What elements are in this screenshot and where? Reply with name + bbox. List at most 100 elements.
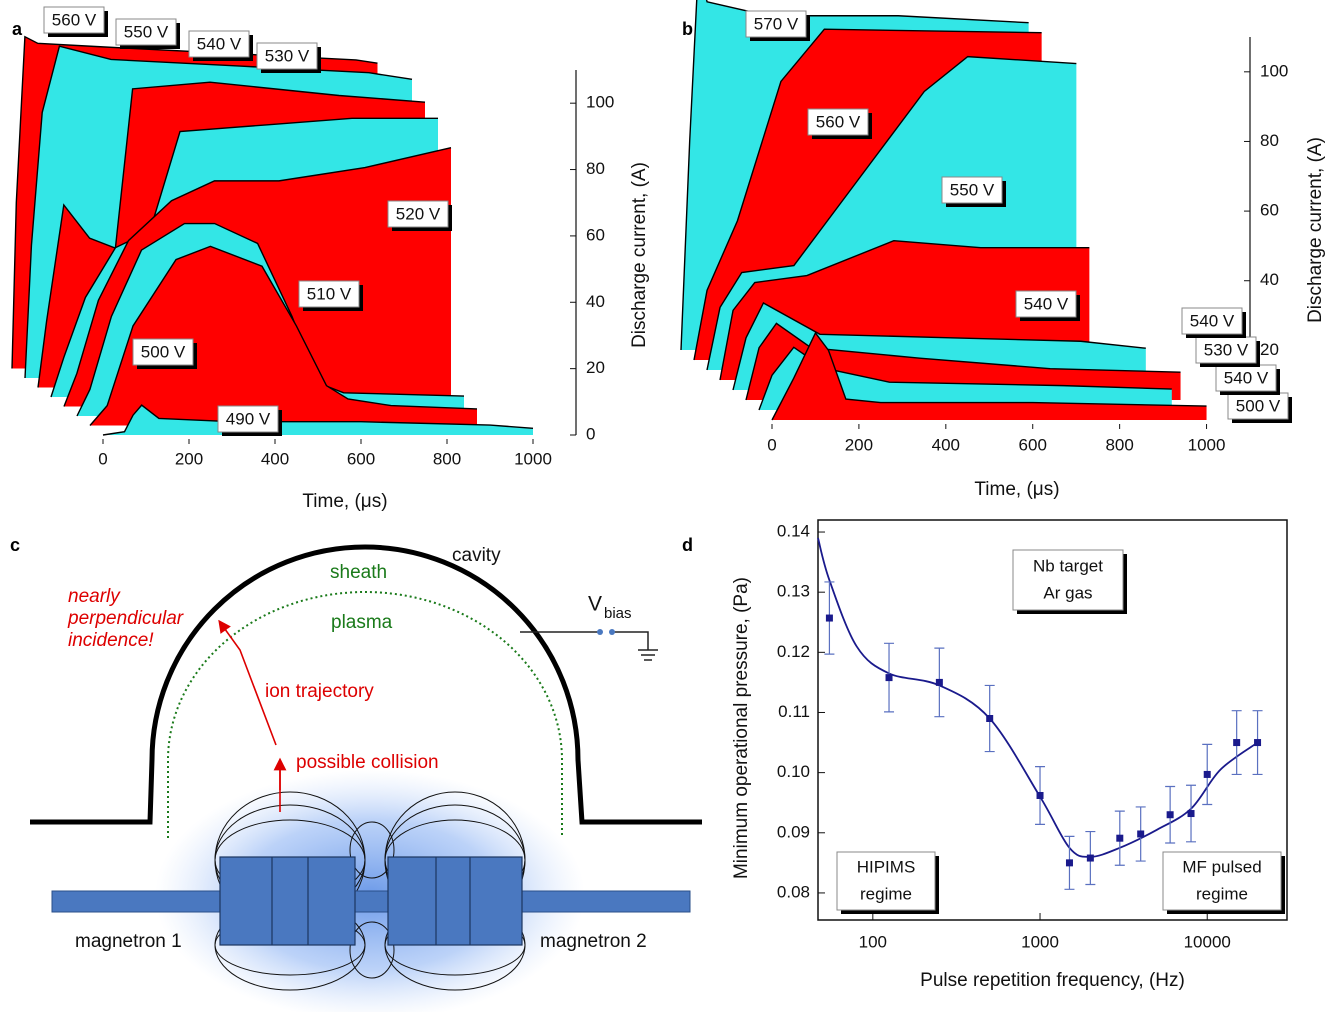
annotation: Nb target xyxy=(1033,556,1103,575)
y-tick-label: 0.08 xyxy=(777,882,810,901)
panel-label: b xyxy=(682,19,693,39)
y-tick-label: 100 xyxy=(1260,61,1288,80)
y-tick-label: 0 xyxy=(586,424,595,443)
terminal xyxy=(597,629,603,635)
label-text: 540 V xyxy=(1190,311,1235,330)
label-box xyxy=(298,280,360,308)
annotation-box xyxy=(836,851,936,911)
y-tick-label: 80 xyxy=(586,159,605,178)
annotation: Ar gas xyxy=(1043,583,1092,602)
label-text: 540 V xyxy=(1024,294,1069,313)
x-tick-label: 1000 xyxy=(1188,435,1226,454)
curve-edge xyxy=(63,147,452,407)
x-tick-label: 200 xyxy=(845,435,873,454)
label-text: 560 V xyxy=(816,112,861,131)
x-axis-title: Pulse repetition frequency, (Hz) xyxy=(920,970,1185,991)
y-tick-label: 0.10 xyxy=(777,762,810,781)
y-tick-label: 80 xyxy=(1260,131,1279,150)
area xyxy=(90,246,477,426)
x-tick-label: 400 xyxy=(261,449,289,468)
label-text: 540 V xyxy=(1224,368,1269,387)
annotation: MF pulsed xyxy=(1182,857,1261,876)
y-axis-title: Discharge current, (A) xyxy=(1305,137,1326,323)
label-text: 570 V xyxy=(754,14,799,33)
point xyxy=(1203,770,1211,778)
panel-label: a xyxy=(12,19,23,39)
trajectory-label: ion trajectory xyxy=(265,681,374,702)
y-axis-title: Minimum operational pressure, (Pa) xyxy=(731,577,752,879)
x-tick-label: 0 xyxy=(98,449,107,468)
area xyxy=(759,347,1172,410)
plot-frame xyxy=(817,519,1288,921)
annotation-box xyxy=(1162,851,1282,911)
terminal xyxy=(609,629,615,635)
label-box xyxy=(1215,364,1277,392)
x-tick-label: 600 xyxy=(347,449,375,468)
y-tick-label: 60 xyxy=(586,225,605,244)
point xyxy=(1065,859,1073,867)
y-tick-label: 20 xyxy=(1260,340,1279,359)
magnetron-label: magnetron 1 xyxy=(75,931,182,952)
label-box xyxy=(1181,307,1243,335)
magnetron-bar xyxy=(51,890,691,913)
curve-edge xyxy=(706,55,1077,371)
x-tick-label: 600 xyxy=(1019,435,1047,454)
label-box xyxy=(1195,336,1257,364)
annotation: HIPIMS xyxy=(857,857,916,876)
curve-edge xyxy=(771,331,1207,421)
area xyxy=(103,405,533,435)
panel-label: c xyxy=(10,535,20,555)
diagram: cavity sheath plasma nearly perpendicula… xyxy=(30,544,702,1012)
bias-subscript: bias xyxy=(604,605,632,622)
x-tick-label: 800 xyxy=(433,449,461,468)
label-text: 530 V xyxy=(1204,340,1249,359)
curve-edge xyxy=(719,240,1090,381)
y-tick-label: 0.13 xyxy=(777,582,810,601)
label-text: 500 V xyxy=(1236,396,1281,415)
curve-edge xyxy=(732,301,1146,391)
cavity-label: cavity xyxy=(452,545,501,566)
curve-edge xyxy=(24,45,413,379)
point xyxy=(1116,834,1124,842)
x-tick-label: 100 xyxy=(859,932,887,951)
curve-edge xyxy=(680,0,1029,351)
y-tick-label: 20 xyxy=(586,358,605,377)
x-tick-label: 0 xyxy=(767,435,776,454)
point xyxy=(986,714,994,722)
label-text: 540 V xyxy=(197,34,242,53)
incidence-note: incidence! xyxy=(68,630,154,651)
x-tick-label: 200 xyxy=(175,449,203,468)
point xyxy=(1233,739,1241,747)
y-tick-label: 0.11 xyxy=(778,702,810,721)
point xyxy=(1036,791,1044,799)
point xyxy=(935,678,943,686)
label-text: 530 V xyxy=(265,46,310,65)
bias-symbol: V xyxy=(588,593,602,616)
label-box xyxy=(132,338,194,366)
point xyxy=(1166,811,1174,819)
label-text: 560 V xyxy=(52,10,97,29)
point xyxy=(885,674,893,682)
label-text: 510 V xyxy=(307,284,352,303)
annotation: regime xyxy=(860,884,912,903)
x-tick-label: 10000 xyxy=(1184,932,1231,951)
cavity-wall xyxy=(30,544,702,825)
point xyxy=(1187,810,1195,818)
label-box xyxy=(1227,392,1289,420)
annotation-box xyxy=(1012,549,1124,611)
label-box xyxy=(1015,290,1077,318)
x-axis-title: Time, (μs) xyxy=(974,479,1059,500)
fit-curve xyxy=(817,537,1259,858)
y-tick-label: 100 xyxy=(586,93,614,112)
label-box xyxy=(217,405,279,433)
label-box xyxy=(188,30,250,58)
label-box xyxy=(807,108,869,136)
sheath-label: sheath xyxy=(330,562,387,583)
x-tick-label: 800 xyxy=(1105,435,1133,454)
panel-label: d xyxy=(682,535,693,555)
y-axis-title: Discharge current, (A) xyxy=(629,162,650,348)
curve-edge xyxy=(693,28,1042,361)
x-tick-label: 1000 xyxy=(514,449,552,468)
y-tick-label: 0.12 xyxy=(777,642,810,661)
y-tick-label: 0.09 xyxy=(777,822,810,841)
